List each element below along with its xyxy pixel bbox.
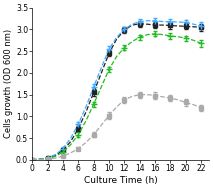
X-axis label: Culture Time (h): Culture Time (h) [84,176,157,185]
Y-axis label: Cells growth (OD 600 nm): Cells growth (OD 600 nm) [4,29,13,138]
